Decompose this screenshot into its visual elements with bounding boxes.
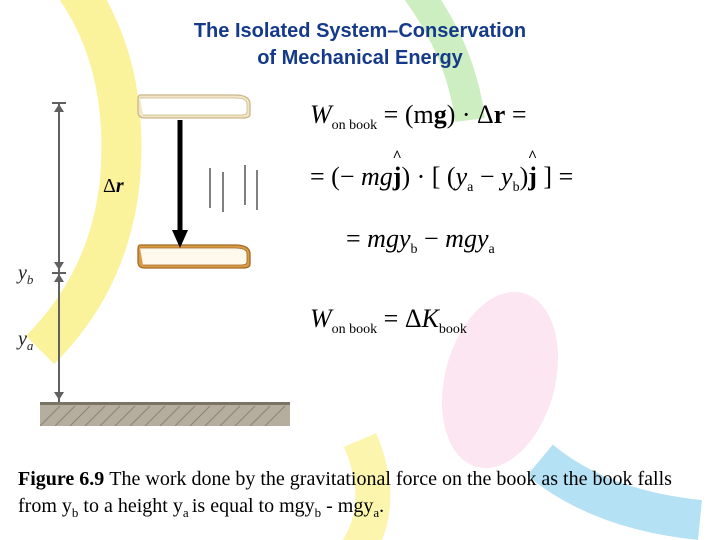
figure-caption: Figure 6.9 The work done by the gravitat… [18, 466, 702, 522]
book-upper [135, 90, 255, 120]
label-ya: ya [18, 328, 33, 354]
arrow-up-top [54, 104, 64, 112]
arrow-up-mid2 [54, 274, 64, 282]
equation-line-2: = (− mgj) · [ (ya − yb)j ] = [310, 162, 710, 196]
delta-r-label: Δr [103, 175, 124, 198]
equation-line-4: Won book = ΔKbook [310, 304, 710, 338]
figure-diagram: yb ya Δr [10, 90, 300, 440]
label-yb: yb [18, 262, 33, 288]
book-lower [135, 240, 255, 270]
equation-line-3: = mgyb − mgya [310, 224, 710, 258]
motion-lines [205, 160, 285, 220]
caption-figure-label: Figure 6.9 [18, 468, 109, 490]
equation-block: Won book = (mg) · Δr = = (− mgj) · [ (ya… [310, 100, 710, 366]
title-line-1: The Isolated System–Conservation [194, 20, 526, 42]
title-line-2: of Mechanical Energy [257, 47, 463, 69]
slide-title: The Isolated System–Conservation of Mech… [0, 18, 720, 72]
arrow-dn-mid1 [54, 262, 64, 270]
delta-r-arrow [170, 118, 190, 248]
height-bar-lower [58, 272, 60, 402]
height-bar-upper [58, 102, 60, 272]
arrow-dn-bot [54, 392, 64, 400]
ground [40, 402, 290, 426]
equation-line-1: Won book = (mg) · Δr = [310, 100, 710, 134]
